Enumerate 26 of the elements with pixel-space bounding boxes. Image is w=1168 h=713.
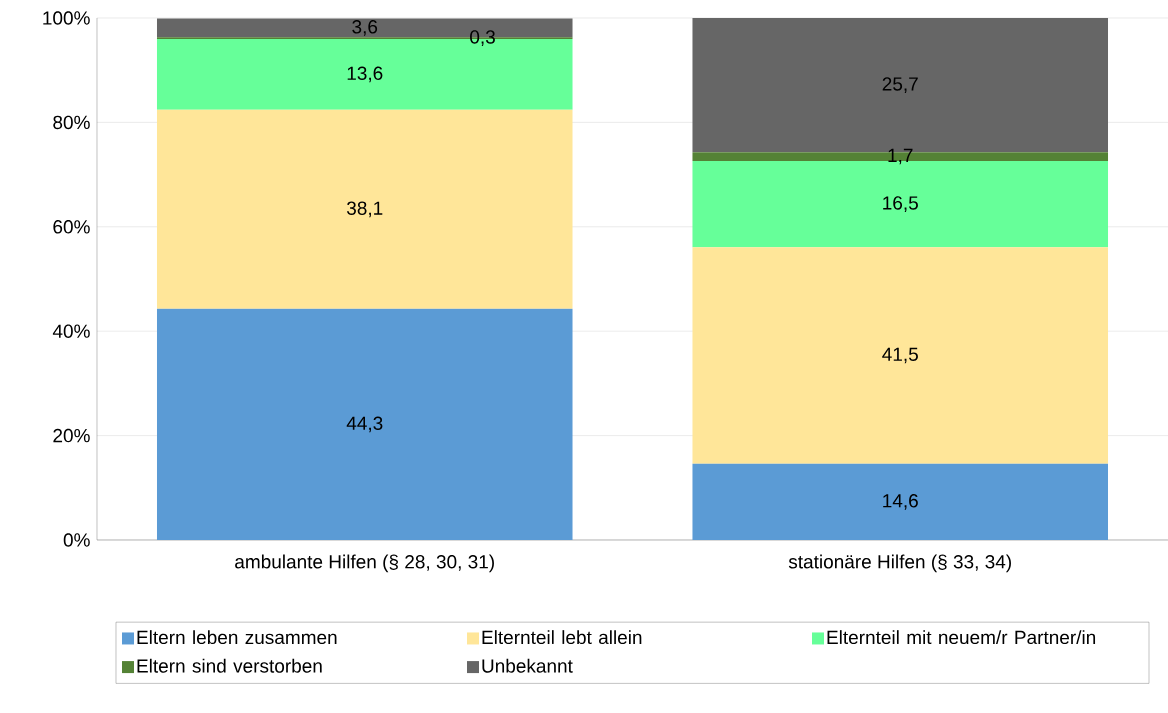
x-tick-label: stationäre Hilfen (§ 33, 34): [788, 554, 1011, 573]
legend-label: Elternteil lebt allein: [482, 630, 642, 645]
data-label: 16,5: [883, 196, 918, 212]
data-label: 14,6: [883, 494, 918, 510]
data-label: 25,7: [882, 77, 918, 93]
y-tick-label: 0%: [63, 533, 90, 547]
legend-label: Elternteil mit neuem/r Partner/in: [827, 630, 1096, 645]
bar: [156, 308, 573, 540]
data-label: 3,6: [352, 20, 378, 36]
y-tick-label: 20%: [53, 428, 90, 443]
legend-label: Eltern leben zusammen: [137, 630, 337, 645]
data-label: 1,7: [888, 148, 913, 165]
data-label: 44,3: [346, 416, 383, 433]
y-tick-label: 60%: [53, 220, 90, 234]
data-label: 41,5: [882, 347, 918, 364]
bar: [692, 247, 1109, 464]
legend-label: Unbekannt: [482, 658, 573, 673]
y-tick-label: 80%: [53, 115, 90, 130]
data-label: 13,6: [347, 66, 383, 83]
y-tick-label: 100%: [43, 11, 90, 25]
data-label: 38,1: [346, 201, 383, 218]
bar: [692, 463, 1109, 540]
x-tick-label: ambulante Hilfen (§ 28, 30, 31): [235, 554, 494, 573]
y-tick-label: 40%: [52, 324, 90, 338]
bar: [156, 109, 573, 309]
legend-label: Eltern sind verstorben: [137, 658, 322, 673]
